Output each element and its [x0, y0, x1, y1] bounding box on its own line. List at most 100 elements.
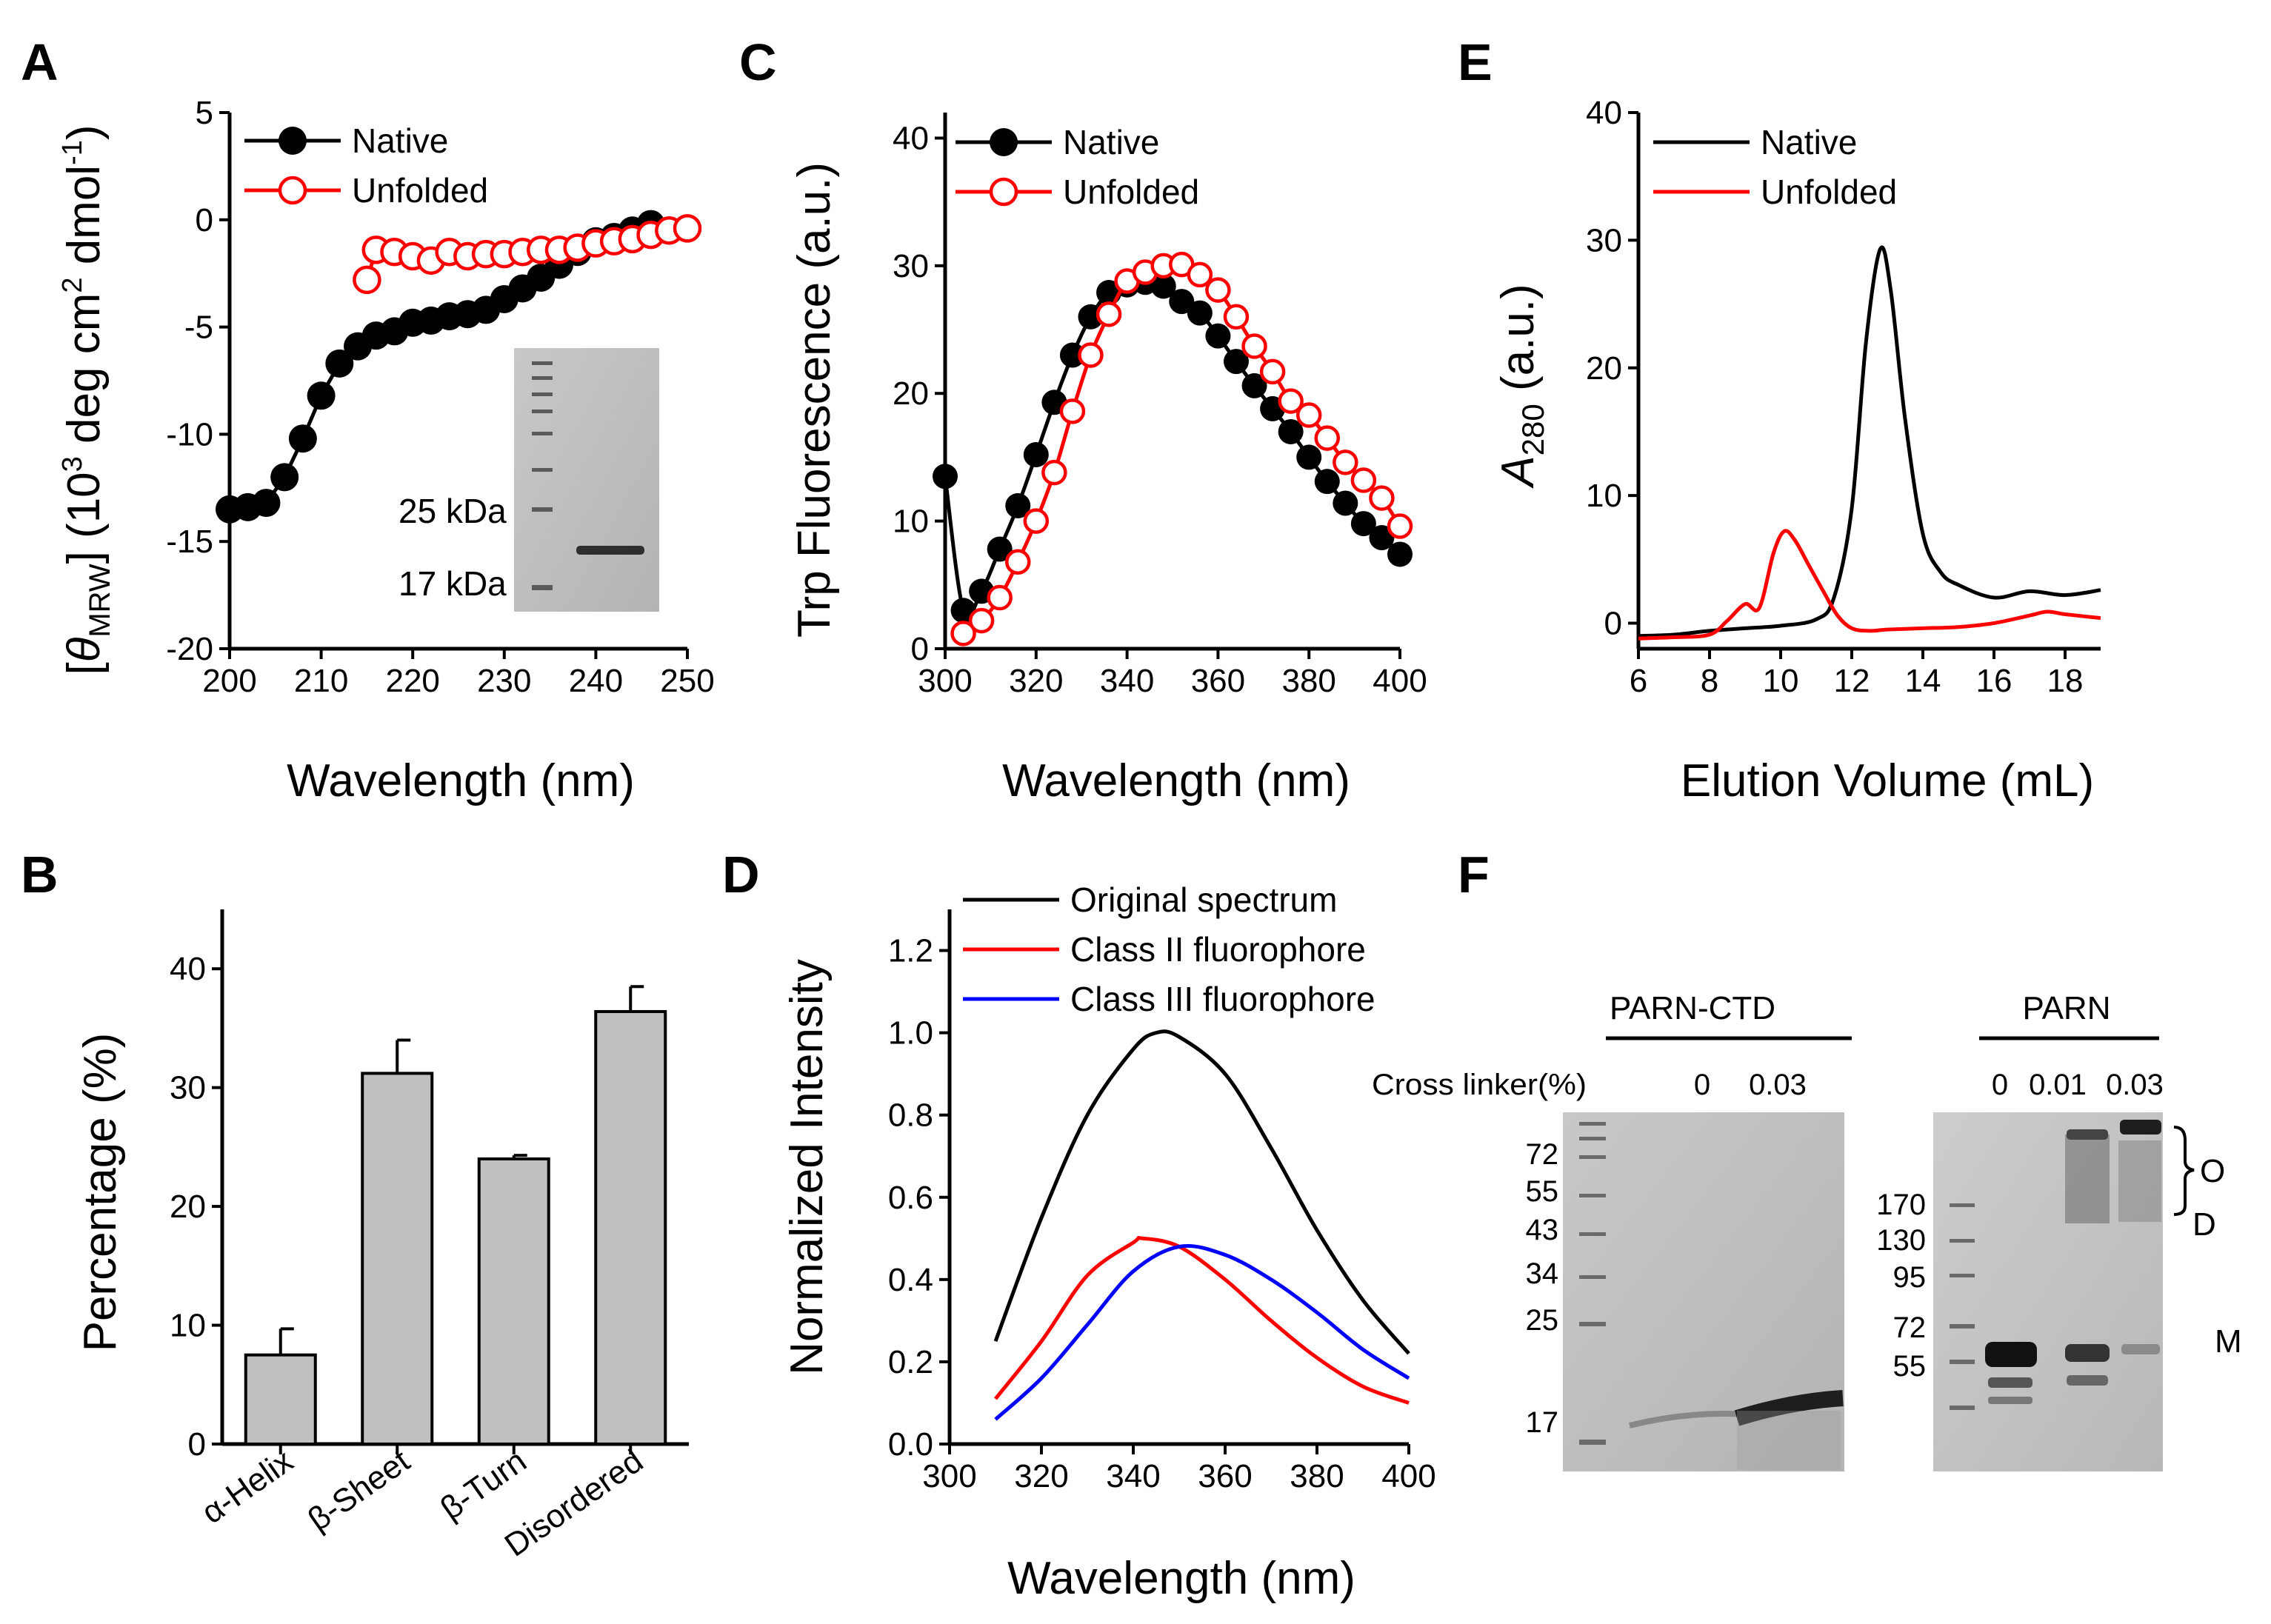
crosslinker-label: Cross linker(%) [1372, 1069, 1587, 1101]
panel-D-plot: 300 320 340 360 380 400 0.0 0.2 0.4 0.6 0.8 1.0 1.2 O… [888, 880, 1436, 1494]
x-tick-label: 300 [922, 1458, 976, 1494]
gel-marker-band [532, 468, 553, 472]
series-line-d-2 [994, 1243, 1410, 1421]
data-point-native [1296, 444, 1322, 470]
x-tick-label: 320 [1009, 663, 1063, 699]
gel-left-ladder-band [1579, 1275, 1606, 1279]
annot-O: O [2200, 1153, 2225, 1189]
data-point-native [307, 381, 336, 410]
gel-right-lane-label: 0 [1992, 1069, 2008, 1101]
x-tick-label: 320 [1014, 1458, 1068, 1494]
x-tick-label: 220 [385, 663, 439, 699]
gel-sample-band [576, 546, 644, 555]
panel-B-ylabel: Percentage (%) [75, 1033, 126, 1352]
bar-Disordered [594, 1009, 667, 1446]
y-tick-label: 0.4 [888, 1262, 933, 1298]
y-tick-label: 0 [911, 631, 929, 667]
panel-A-plot: 200 210 220 230 240 250 5 0 -5 -10 -15 -20 Native Unf… [166, 95, 714, 699]
legend-E-label: Unfolded [1761, 173, 1897, 211]
annot-M: M [2215, 1323, 2242, 1360]
panel-F: PARN-CTD Cross linker(%) 0 0.03 72 55 43… [1372, 990, 2242, 1471]
y-tick-label: 0.2 [888, 1344, 933, 1380]
gel-right-ladder-band [1950, 1239, 1975, 1243]
data-point-native [1023, 441, 1049, 467]
ylabel-part: 2 [57, 278, 88, 293]
data-point-unfolded [987, 584, 1013, 611]
x-tick-label: 230 [477, 663, 531, 699]
ylabel-part: dmol [59, 165, 110, 278]
inset-gel-background [514, 348, 659, 612]
data-point-native [270, 463, 299, 492]
data-point-native [1205, 323, 1231, 349]
gel-right-band [2121, 1344, 2160, 1354]
x-tick-label: 12 [1834, 663, 1870, 699]
gel-right-ladder-band [1950, 1274, 1975, 1277]
x-tick-label: 380 [1281, 663, 1335, 699]
panel-D-xlabel: Wavelength (nm) [1007, 1553, 1355, 1604]
panel-A-inset-gel: 25 kDa 17 kDa [398, 348, 659, 612]
data-point-native [933, 464, 958, 489]
gel-right-band [1988, 1377, 2032, 1388]
gel-left-title: PARN-CTD [1610, 990, 1775, 1026]
gel-right-band [2067, 1375, 2108, 1386]
inset-label-17kda: 17 kDa [398, 564, 507, 603]
panel-label-C: C [739, 33, 777, 91]
data-point-unfolded [1278, 388, 1304, 414]
x-tick-label: 18 [2047, 663, 2084, 699]
x-tick-label: 210 [294, 663, 348, 699]
ylabel-part: ) [59, 124, 110, 140]
y-tick-label: 0.0 [888, 1426, 933, 1463]
gel-left-ladder-band [1579, 1322, 1606, 1326]
gel-marker-band [532, 376, 553, 380]
y-tick-label: -15 [166, 524, 213, 560]
data-point-unfolded [1078, 342, 1104, 368]
gel-left-marker: 55 [1526, 1175, 1559, 1208]
y-tick-label: -20 [166, 631, 213, 667]
panel-C-xlabel: Wavelength (nm) [1002, 755, 1350, 806]
data-point-unfolded [1023, 508, 1050, 534]
x-tick-label: 8 [1701, 663, 1718, 699]
bar-α-Helix [244, 1353, 317, 1446]
data-point-unfolded [1350, 467, 1377, 493]
gel-left-band-strong [1734, 1390, 1844, 1426]
x-tick-label: 300 [918, 663, 972, 699]
data-point-native [325, 349, 354, 378]
y-tick-label: 30 [170, 1070, 206, 1106]
legend-C-label: Native [1063, 123, 1159, 161]
gel-left-ladder-band [1579, 1122, 1606, 1126]
y-tick-label: 0 [196, 202, 213, 238]
data-point-native [1169, 289, 1195, 315]
series-line-e-native [1638, 245, 2101, 638]
y-tick-label: 0 [188, 1426, 206, 1463]
data-point-native [987, 536, 1013, 562]
x-tick-label: 360 [1191, 663, 1245, 699]
x-category-label: β-Turn [434, 1443, 533, 1527]
ylabel-part: 280 [1515, 404, 1550, 455]
gel-left-marker: 72 [1526, 1138, 1559, 1171]
y-tick-label: 1.0 [888, 1015, 933, 1052]
gel-marker-band [532, 585, 553, 590]
gel-right-band [1988, 1397, 2032, 1404]
data-point-unfolded [1259, 358, 1286, 385]
data-point-native [1350, 511, 1376, 537]
data-point-unfolded [1387, 513, 1413, 539]
ylabel-part: ] (10 [59, 472, 110, 564]
data-point-native [1150, 273, 1176, 299]
gel-left-ladder-band [1579, 1440, 1606, 1445]
panel-C-ylabel: Trp Fluorescence (a.u.) [789, 162, 840, 638]
panel-label-F: F [1458, 846, 1490, 903]
data-point-unfolded [1004, 549, 1031, 575]
gel-marker-band [532, 361, 553, 365]
panel-label-A: A [21, 33, 59, 91]
panel-E-plot: 6 8 10 12 14 16 18 0 10 20 30 40 Native Unfolded [1586, 95, 2101, 699]
data-point-unfolded [353, 265, 381, 295]
gel-right-oligomer-band [2120, 1120, 2161, 1135]
ylabel-part: deg cm [59, 293, 110, 457]
data-point-unfolded [1314, 425, 1341, 451]
ylabel-part: MRW [84, 564, 116, 637]
gel-left-marker: 25 [1526, 1304, 1559, 1337]
panel-A-ylabel: [θMRW] (103 deg cm2 dmol-1) [57, 124, 116, 675]
x-tick-label: 360 [1198, 1458, 1252, 1494]
gel-left-lane-label: 0.03 [1749, 1069, 1807, 1101]
